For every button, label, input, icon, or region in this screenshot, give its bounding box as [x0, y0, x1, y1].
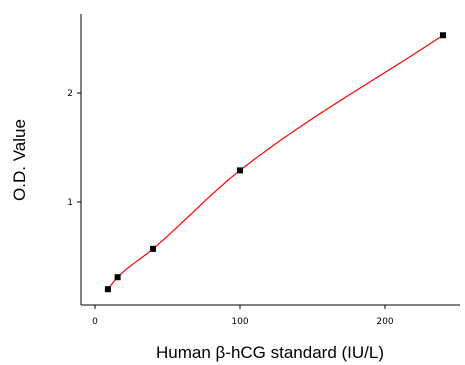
data-point: [150, 245, 156, 252]
x-tick-label: 200: [376, 317, 393, 327]
data-point: [237, 167, 243, 174]
fit-curve: [107, 34, 444, 290]
y-axis-ticks: 12: [67, 89, 81, 208]
data-point: [114, 274, 121, 281]
x-tick-label: 0: [92, 317, 98, 327]
x-axis-title: Human β-hCG standard (IU/L): [156, 343, 384, 362]
x-axis-ticks: 0 100 200: [92, 305, 394, 327]
data-point: [104, 286, 111, 293]
y-tick-label: 1: [67, 198, 73, 208]
axes: [80, 14, 460, 306]
x-tick-label: 100: [231, 317, 248, 327]
y-axis-title: O.D. Value: [10, 119, 29, 201]
y-tick-label: 2: [67, 89, 73, 99]
data-point: [440, 32, 446, 39]
data-points: [104, 32, 446, 293]
